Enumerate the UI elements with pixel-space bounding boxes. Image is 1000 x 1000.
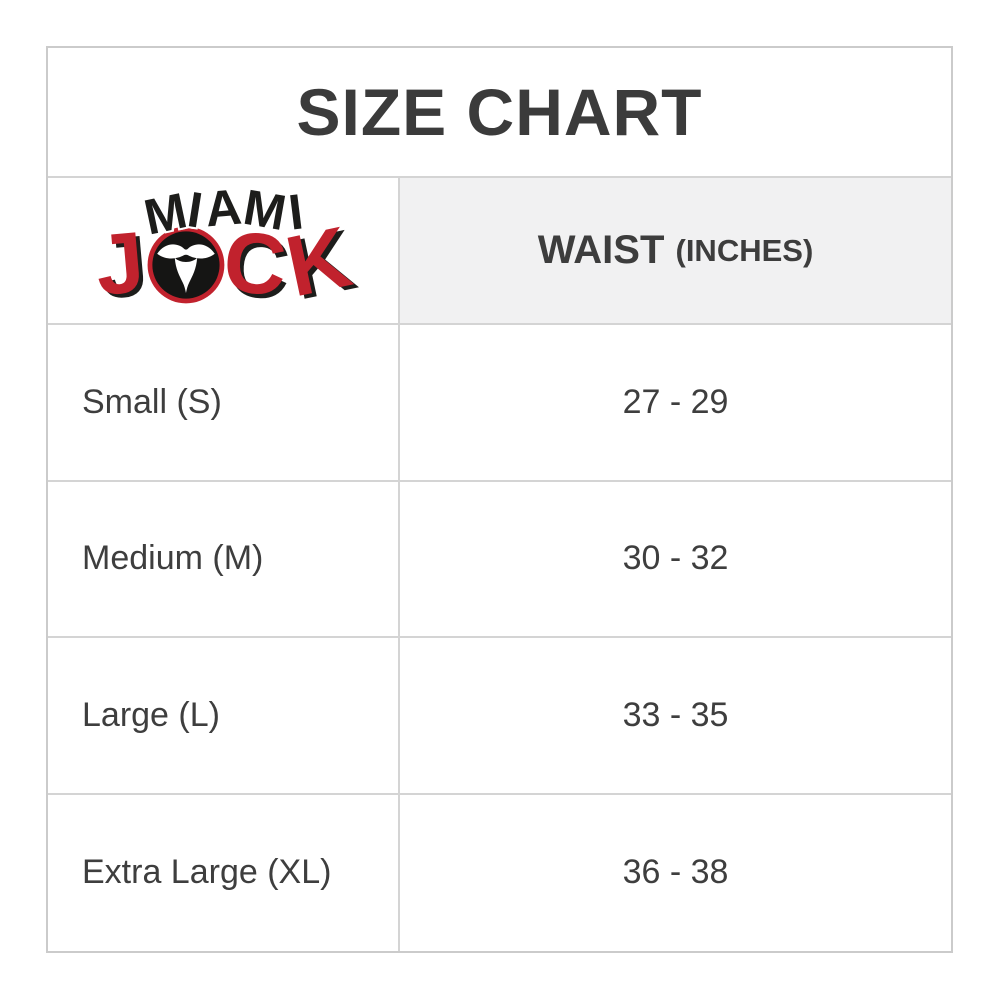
miami-jock-logo: M I A M I J C K xyxy=(92,178,359,315)
waist-cell-extra-large: 36 - 38 xyxy=(400,794,951,951)
waist-cell-medium: 30 - 32 xyxy=(400,481,951,638)
waist-column-header: WAIST (INCHES) xyxy=(400,178,951,325)
size-cell-small: Small (S) xyxy=(48,325,400,482)
size-cell-extra-large: Extra Large (XL) xyxy=(48,794,400,951)
size-cell-large: Large (L) xyxy=(48,638,400,795)
size-chart-table: SIZE CHART M I A M I J xyxy=(46,46,953,953)
jockstrap-o-icon xyxy=(146,225,226,305)
logo-jock-wordmark: J C K xyxy=(92,208,359,315)
logo-letter: A xyxy=(202,178,244,237)
waist-header-unit: (INCHES) xyxy=(675,232,814,268)
size-cell-medium: Medium (M) xyxy=(48,481,400,638)
logo-cell: M I A M I J C K xyxy=(48,178,400,325)
waist-cell-large: 33 - 35 xyxy=(400,638,951,795)
logo-letter: I xyxy=(285,182,307,241)
page-title: SIZE CHART xyxy=(48,48,951,178)
logo-letter: M xyxy=(239,178,290,241)
logo-miami-wordmark: M I A M I xyxy=(139,178,306,245)
logo-letter: J xyxy=(91,213,148,314)
logo-letter: I xyxy=(183,180,206,239)
waist-header-label: WAIST xyxy=(537,228,676,272)
waist-cell-small: 27 - 29 xyxy=(400,325,951,482)
